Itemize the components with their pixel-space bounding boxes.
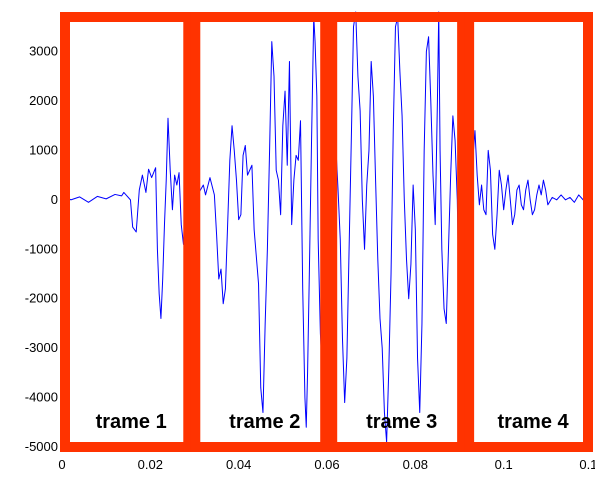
x-tick-label: 0.08 bbox=[403, 457, 428, 472]
y-tick-label: -3000 bbox=[25, 340, 58, 355]
frame-label-4: trame 4 bbox=[497, 411, 569, 433]
x-tick-label: 0.1 bbox=[495, 457, 513, 472]
y-tick-label: 0 bbox=[51, 192, 58, 207]
x-tick-label: 0.12 bbox=[579, 457, 595, 472]
x-tick-label: 0 bbox=[58, 457, 65, 472]
y-tick-label: 2000 bbox=[29, 93, 58, 108]
x-axis: 0 0.02 0.04 0.06 0.08 0.1 0.12 bbox=[58, 447, 595, 472]
frame-box-3 bbox=[327, 12, 468, 452]
x-tick-label: 0.06 bbox=[314, 457, 339, 472]
x-tick-label: 0.04 bbox=[226, 457, 251, 472]
y-tick-label: -4000 bbox=[25, 390, 58, 405]
frame-label-2: trame 2 bbox=[229, 411, 300, 433]
y-tick-label: 3000 bbox=[29, 44, 58, 59]
frame-boxes bbox=[60, 12, 593, 452]
frame-labels: trame 1 trame 2 trame 3 trame 4 bbox=[96, 411, 570, 433]
y-tick-label: -1000 bbox=[25, 241, 58, 256]
frame-box-1 bbox=[60, 12, 194, 452]
y-tick-label: -5000 bbox=[25, 439, 58, 454]
frame-box-2 bbox=[190, 12, 331, 452]
x-tick-label: 0.02 bbox=[138, 457, 163, 472]
y-tick-label: 1000 bbox=[29, 142, 58, 157]
frame-label-1: trame 1 bbox=[96, 411, 167, 433]
y-axis: 3000 2000 1000 0 -1000 -2000 -3000 -4000 -5000 bbox=[25, 44, 67, 454]
y-tick-label: -2000 bbox=[25, 291, 58, 306]
frame-box-4 bbox=[464, 12, 593, 452]
frame-label-3: trame 3 bbox=[366, 411, 437, 433]
